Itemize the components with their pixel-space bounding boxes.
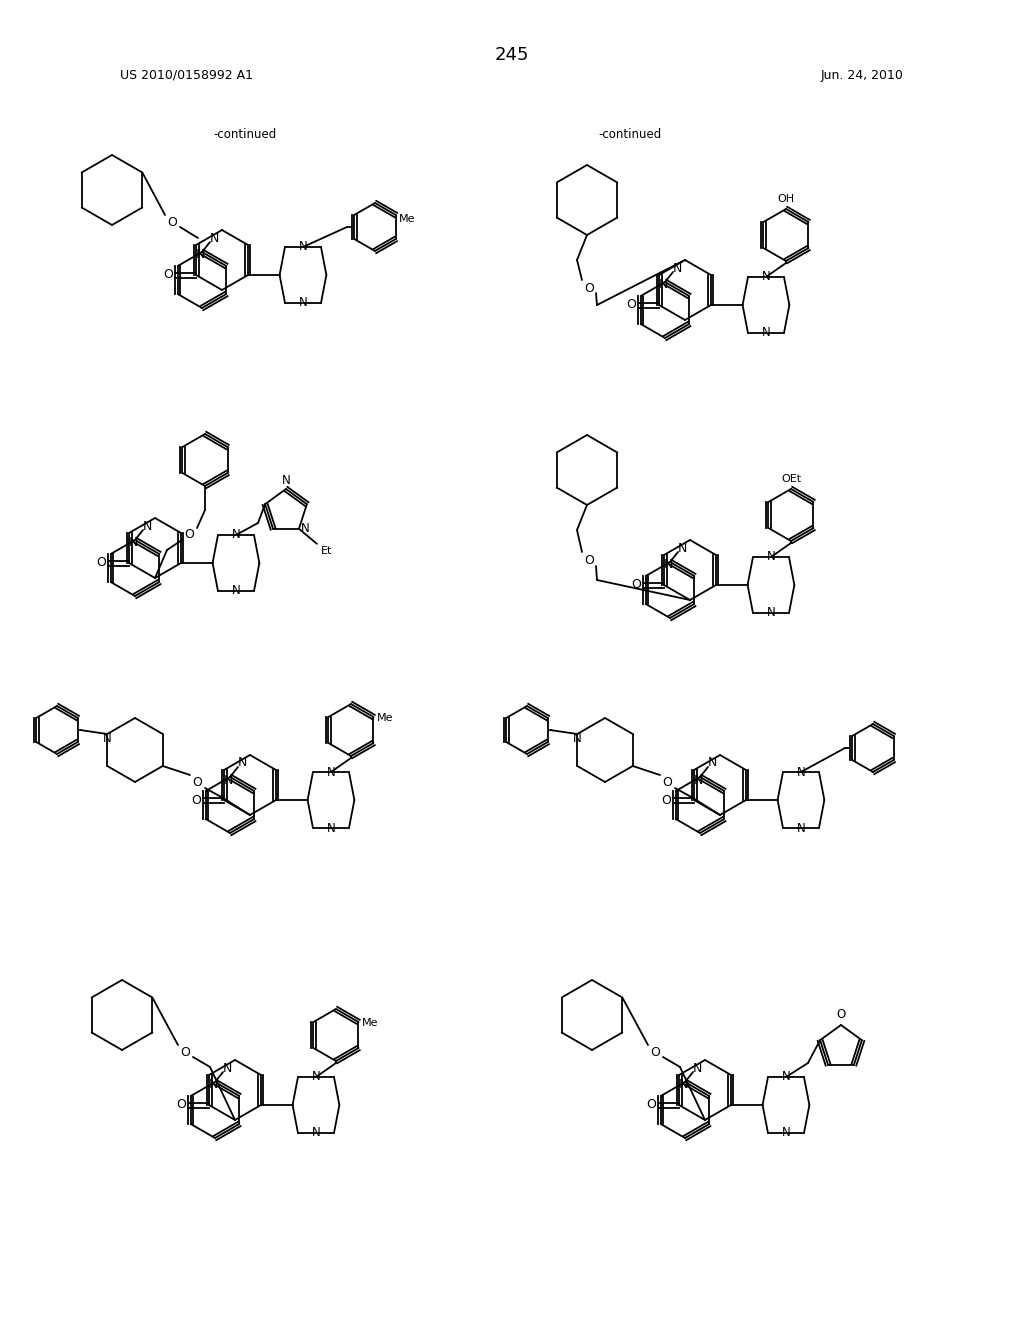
Text: N: N (299, 297, 307, 309)
Text: O: O (837, 1008, 846, 1022)
Text: N: N (223, 774, 232, 787)
Text: N: N (658, 279, 668, 292)
Text: N: N (208, 1078, 218, 1092)
Text: N: N (327, 821, 335, 834)
Text: N: N (664, 558, 673, 572)
Text: N: N (797, 766, 805, 779)
Text: O: O (193, 776, 202, 788)
Text: O: O (163, 268, 173, 281)
Text: O: O (167, 215, 177, 228)
Text: N: N (299, 240, 307, 253)
Text: O: O (662, 793, 671, 807)
Text: N: N (767, 606, 775, 619)
Text: O: O (650, 1045, 659, 1059)
Text: O: O (646, 1098, 656, 1111)
Text: 245: 245 (495, 46, 529, 63)
Text: US 2010/0158992 A1: US 2010/0158992 A1 (120, 69, 253, 82)
Text: OEt: OEt (781, 474, 801, 484)
Text: Me: Me (398, 214, 415, 224)
Text: N: N (231, 585, 241, 598)
Text: O: O (176, 1098, 186, 1111)
Text: Me: Me (377, 713, 393, 723)
Text: N: N (238, 756, 247, 770)
Text: N: N (311, 1126, 321, 1139)
Text: O: O (191, 793, 201, 807)
Text: -continued: -continued (598, 128, 662, 141)
Text: N: N (762, 326, 770, 339)
Text: -continued: -continued (213, 128, 276, 141)
Text: N: N (678, 1078, 688, 1092)
Text: Me: Me (361, 1018, 378, 1028)
Text: N: N (231, 528, 241, 541)
Text: N: N (128, 536, 137, 549)
Text: N: N (103, 733, 112, 746)
Text: N: N (327, 766, 335, 779)
Text: N: N (282, 474, 291, 487)
Text: N: N (209, 231, 219, 244)
Text: O: O (180, 1045, 189, 1059)
Text: N: N (572, 733, 582, 746)
Text: O: O (96, 557, 105, 569)
Text: N: N (677, 541, 687, 554)
Text: O: O (584, 553, 594, 566)
Text: N: N (762, 271, 770, 284)
Text: N: N (673, 261, 682, 275)
Text: N: N (693, 774, 702, 787)
Text: O: O (631, 578, 641, 591)
Text: N: N (196, 248, 205, 261)
Text: N: N (767, 550, 775, 564)
Text: O: O (626, 298, 636, 312)
Text: O: O (663, 776, 672, 788)
Text: N: N (692, 1061, 701, 1074)
Text: Jun. 24, 2010: Jun. 24, 2010 (821, 69, 904, 82)
Text: N: N (222, 1061, 231, 1074)
Text: O: O (584, 281, 594, 294)
Text: N: N (797, 821, 805, 834)
Text: N: N (781, 1071, 791, 1084)
Text: Et: Et (322, 545, 333, 556)
Text: O: O (184, 528, 194, 541)
Text: OH: OH (777, 194, 795, 205)
Text: N: N (300, 523, 309, 536)
Text: N: N (781, 1126, 791, 1139)
Text: N: N (311, 1071, 321, 1084)
Text: N: N (142, 520, 152, 532)
Text: N: N (708, 756, 717, 770)
